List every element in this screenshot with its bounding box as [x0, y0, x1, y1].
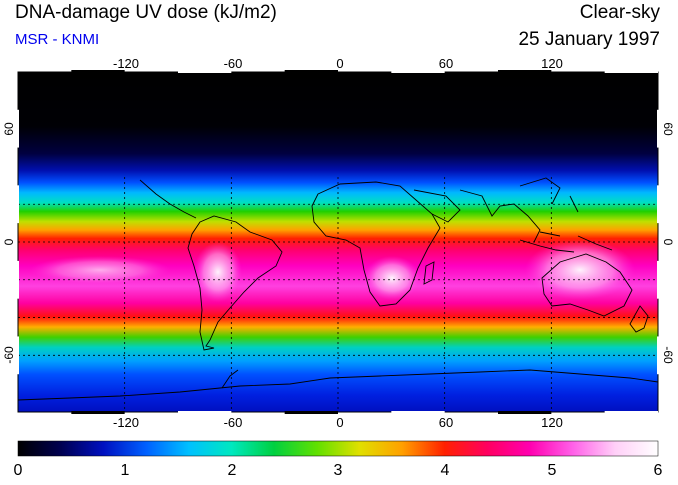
hotspot-australia — [525, 240, 635, 300]
lon-tick-bottom: 0 — [336, 415, 343, 430]
frame-tick-bar — [657, 109, 660, 148]
coastline-south-america — [187, 215, 283, 351]
coastlines — [18, 177, 658, 401]
sky-condition-label: Clear-sky — [579, 2, 660, 23]
coastline-madagascar — [423, 261, 435, 285]
lat-tick-right: 60 — [661, 122, 675, 136]
lat-labels-right: 60 0 -60 — [661, 122, 675, 364]
lat-tick-right: -60 — [661, 346, 675, 364]
frame-tick-bar — [71, 70, 125, 73]
colorbar-labels: 0 1 2 3 4 5 6 — [14, 462, 663, 479]
lat-labels-left: 60 0 -60 — [2, 122, 16, 364]
frame-tick-bar — [16, 336, 19, 375]
coastline-antarctica — [18, 369, 658, 401]
colorbar-label: 6 — [654, 462, 663, 479]
uv-map — [18, 72, 658, 412]
lon-tick-top: 120 — [541, 56, 563, 71]
lat-tick-left: -60 — [2, 346, 16, 364]
lat-tick-right: 0 — [661, 239, 675, 246]
coastline-new-zealand — [629, 305, 649, 333]
hotspot-southern-africa — [364, 256, 420, 300]
lon-tick-top: -60 — [224, 56, 243, 71]
colorbar-label: 1 — [121, 462, 130, 479]
frame-tick-bar — [284, 70, 338, 73]
colorbar-label: 3 — [334, 462, 343, 479]
lon-tick-top: 0 — [336, 56, 343, 71]
coastline-south-asia — [459, 189, 541, 243]
lat-tick-left: 0 — [2, 238, 16, 245]
colorbar — [17, 440, 659, 457]
frame-tick-bar — [657, 185, 660, 224]
lon-labels-bottom: -120 -60 0 60 120 — [113, 415, 563, 430]
lon-tick-top: -120 — [113, 56, 139, 71]
frame-tick-bar — [178, 411, 232, 414]
frame-tick-bar — [498, 70, 552, 73]
coastline-australia — [541, 253, 633, 317]
hotspot-pacific — [30, 256, 170, 284]
frame-tick-bar — [657, 260, 660, 299]
frame-tick-bar — [284, 411, 338, 414]
coastline-arabia — [413, 189, 461, 223]
source-label: MSR - KNMI — [15, 31, 100, 48]
map-title: DNA-damage UV dose (kJ/m2) — [15, 2, 277, 23]
frame-tick-bar — [498, 411, 552, 414]
frame-tick-bar — [657, 336, 660, 375]
graticule — [18, 177, 658, 412]
frame-tick-bar — [16, 109, 19, 148]
lon-tick-top: 60 — [439, 56, 453, 71]
coastline-indonesia — [519, 231, 613, 253]
frame-tick-bar — [178, 70, 232, 73]
colorbar-label: 4 — [441, 462, 450, 479]
frame-tick-bar — [391, 411, 445, 414]
frame-tick-bar — [604, 411, 658, 414]
lon-tick-bottom: -60 — [224, 415, 243, 430]
lon-labels-top: -120 -60 0 60 120 — [113, 56, 563, 71]
frame-tick-bar — [71, 411, 125, 414]
lat-tick-left: 60 — [2, 122, 16, 136]
date-label: 25 January 1997 — [518, 29, 660, 50]
colorbar-label: 5 — [548, 462, 557, 479]
frame-tick-bar — [391, 70, 445, 73]
colorbar-label: 2 — [228, 462, 237, 479]
frame-tick-bar — [16, 185, 19, 224]
hotspot-south-america — [194, 242, 242, 302]
frame-tick-bar — [604, 70, 658, 73]
frame-tick-bar — [16, 260, 19, 299]
lon-tick-bottom: 120 — [541, 415, 563, 430]
coastline-africa — [311, 181, 441, 307]
colorbar-label: 0 — [14, 462, 23, 479]
frame-tick-bars — [16, 70, 660, 414]
lon-tick-bottom: 60 — [439, 415, 453, 430]
lon-tick-bottom: -120 — [113, 415, 139, 430]
coastline-antarctic-peninsula — [221, 369, 239, 389]
